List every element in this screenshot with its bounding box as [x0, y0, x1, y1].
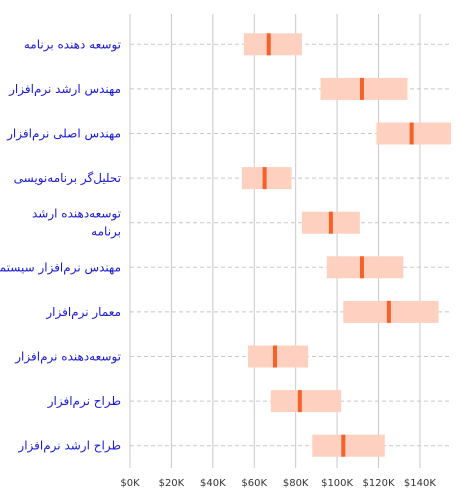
x-tick-label: $0K — [120, 478, 140, 489]
category-label: مهندس نرم‌افزار سیستمی — [0, 260, 121, 275]
median-marker — [359, 256, 364, 279]
category-label-line: طراح ارشد نرم‌افزار — [17, 439, 121, 454]
category-label-line: برنامه — [91, 225, 121, 240]
median-marker — [409, 122, 414, 145]
range-bar — [270, 390, 342, 413]
median-marker — [297, 390, 302, 413]
category-label: مهندس ارشد نرم‌افزار — [8, 82, 121, 97]
category-label-line: مهندس ارشد نرم‌افزار — [8, 82, 121, 97]
x-axis-ticks: $0K $20K $40K $60K $80K $100K $120K $140K — [120, 478, 436, 489]
category-label-line: توسعه دهنده برنامه — [24, 37, 121, 52]
x-tick-label: $140K — [404, 478, 436, 489]
range-bars — [241, 33, 451, 457]
range-bar — [241, 167, 292, 190]
median-marker — [341, 434, 346, 457]
category-label: طراح نرم‌افزار — [47, 394, 121, 409]
range-bar — [343, 300, 439, 323]
median-marker — [262, 167, 267, 190]
category-label-line: طراح نرم‌افزار — [47, 394, 121, 409]
category-label-line: معمار نرم‌افزار — [45, 305, 121, 320]
x-tick-label: $40K — [200, 478, 226, 489]
x-tick-label: $100K — [321, 478, 353, 489]
category-label: مهندس اصلی نرم‌افزار — [6, 127, 121, 142]
median-marker — [386, 300, 391, 323]
x-tick-label: $60K — [241, 478, 267, 489]
category-label-line: توسعه‌دهنده ارشد — [32, 207, 121, 222]
range-bar — [243, 33, 302, 56]
category-label: توسعه دهنده برنامه — [24, 37, 121, 52]
range-bar — [320, 77, 408, 100]
median-marker — [266, 33, 271, 56]
category-labels: توسعه دهنده برنامه مهندس ارشد نرم‌افزار مه… — [0, 37, 121, 453]
range-bar — [312, 434, 385, 457]
category-label-line: مهندس نرم‌افزار سیستمی — [0, 260, 121, 275]
x-tick-label: $20K — [159, 478, 185, 489]
x-tick-label: $80K — [283, 478, 309, 489]
category-label: توسعه‌دهنده ارشد برنامه — [32, 207, 121, 240]
range-bar — [376, 122, 451, 145]
category-label: معمار نرم‌افزار — [45, 305, 121, 320]
median-marker — [328, 211, 333, 234]
range-bar — [248, 345, 309, 368]
median-marker — [359, 77, 364, 100]
range-bar — [326, 256, 404, 279]
median-marker — [272, 345, 277, 368]
x-tick-label: $120K — [363, 478, 395, 489]
category-label: طراح ارشد نرم‌افزار — [17, 439, 121, 454]
category-label: توسعه‌دهنده نرم‌افزار — [14, 350, 121, 365]
category-label-line: مهندس اصلی نرم‌افزار — [6, 127, 121, 142]
category-label: تحلیل‌گر برنامه‌نویسی — [14, 171, 121, 186]
category-label-line: توسعه‌دهنده نرم‌افزار — [14, 350, 121, 365]
category-label-line: تحلیل‌گر برنامه‌نویسی — [14, 171, 121, 186]
